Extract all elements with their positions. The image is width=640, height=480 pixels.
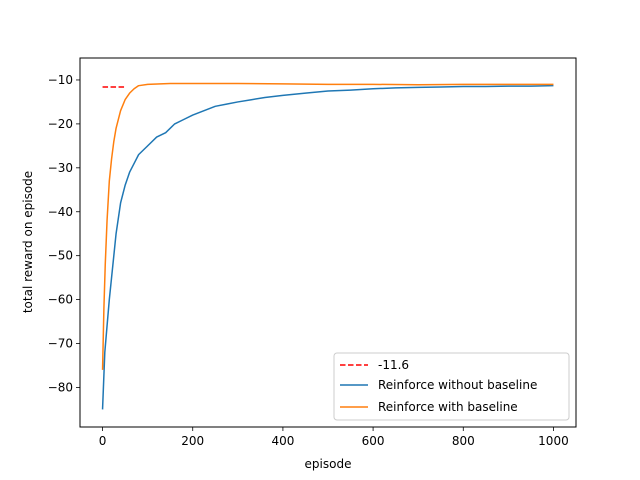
legend-label-reinforce-with-baseline: Reinforce with baseline [378,400,518,414]
legend-label-reinforce-without-baseline: Reinforce without baseline [378,378,537,392]
x-tick-label: 200 [181,434,204,448]
series-line-reinforce-without-baseline [101,84,554,410]
series-layer [101,82,554,410]
y-axis-label: total reward on episode [21,171,35,313]
y-tick-label: −10 [48,73,73,87]
series-line-reinforce-with-baseline [101,82,554,370]
y-tick-label: −30 [48,161,73,175]
x-tick-label: 600 [362,434,385,448]
legend-label-baseline-value: -11.6 [378,358,409,372]
y-tick-label: −80 [48,380,73,394]
x-tick-label: 400 [271,434,294,448]
x-axis-label: episode [305,457,352,471]
plot-frame [79,57,577,428]
y-tick-label: −60 [48,293,73,307]
y-axis: −80 −70 −60 −50 −40 −30 −20 −10 [48,73,80,394]
x-tick-label: 0 [99,434,107,448]
y-tick-label: −50 [48,249,73,263]
y-tick-label: −70 [48,337,73,351]
y-tick-label: −20 [48,117,73,131]
legend: -11.6 Reinforce without baseline Reinfor… [333,352,570,421]
x-axis: 0 200 400 600 800 1000 [99,427,569,448]
x-tick-label: 1000 [538,434,569,448]
legend-box [333,352,570,421]
x-tick-label: 800 [452,434,475,448]
y-tick-label: −40 [48,205,73,219]
